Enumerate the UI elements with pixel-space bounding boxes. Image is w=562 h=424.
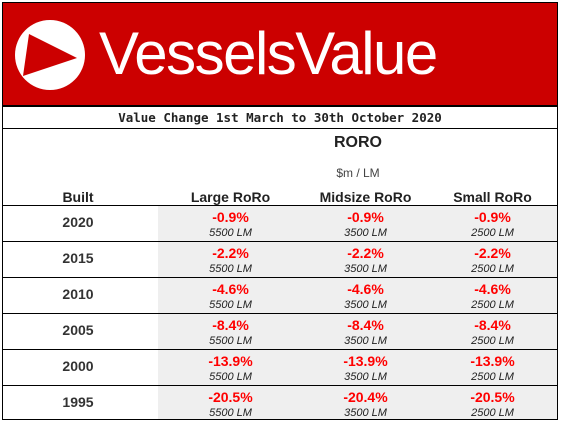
value-change: -4.6% xyxy=(347,281,384,297)
value-change: -2.2% xyxy=(474,245,511,261)
table-row: 2000 -13.9% 5500 LM -13.9% 3500 LM -13.9% 2500… xyxy=(3,349,557,385)
table-row: 2010 -4.6% 5500 LM -4.6% 3500 LM -4.6% 2500 LM xyxy=(3,277,557,313)
column-header-small: Small RoRo xyxy=(453,189,532,205)
value-change: -0.9% xyxy=(474,209,511,225)
column-header-midsize: Midsize RoRo xyxy=(319,189,412,205)
value-change: -2.2% xyxy=(347,245,384,261)
midsize-roro-cell: -13.9% 3500 LM xyxy=(303,353,428,384)
value-change: -13.9% xyxy=(208,353,253,369)
small-roro-cell: -4.6% 2500 LM xyxy=(428,281,557,312)
value-change: -8.4% xyxy=(212,317,249,333)
row-shading xyxy=(158,386,557,419)
lane-metres: 5500 LM xyxy=(209,227,252,239)
midsize-roro-cell: -0.9% 3500 LM xyxy=(303,209,428,240)
lane-metres: 5500 LM xyxy=(209,299,252,311)
built-year: 2020 xyxy=(62,214,94,230)
midsize-roro-cell: -2.2% 3500 LM xyxy=(303,245,428,276)
lane-metres: 2500 LM xyxy=(471,263,514,275)
built-year: 2000 xyxy=(62,358,94,374)
value-change: -0.9% xyxy=(347,209,384,225)
lane-metres: 3500 LM xyxy=(344,227,387,239)
logo-triangle xyxy=(23,34,77,76)
logo-mark xyxy=(23,34,77,76)
value-change: -20.4% xyxy=(343,389,388,405)
table-row: 1995 -20.5% 5500 LM -20.4% 3500 LM -20.5% 2500… xyxy=(3,385,557,419)
row-shading xyxy=(158,314,557,349)
value-change: -4.6% xyxy=(474,281,511,297)
row-shading xyxy=(158,278,557,313)
small-roro-cell: -20.5% 2500 LM xyxy=(428,389,557,420)
table-row: 2015 -2.2% 5500 LM -2.2% 3500 LM -2.2% 2500 LM xyxy=(3,241,557,277)
lane-metres: 3500 LM xyxy=(344,335,387,347)
small-roro-cell: -2.2% 2500 LM xyxy=(428,245,557,276)
built-year: 2015 xyxy=(62,250,94,266)
brand-name: VesselsValue xyxy=(99,20,438,87)
lane-metres: 3500 LM xyxy=(344,407,387,419)
lane-metres: 2500 LM xyxy=(471,335,514,347)
small-roro-cell: -13.9% 2500 LM xyxy=(428,353,557,384)
midsize-roro-cell: -4.6% 3500 LM xyxy=(303,281,428,312)
row-shading xyxy=(158,242,557,277)
report-subtitle: Value Change 1st March to 30th October 2… xyxy=(3,107,557,129)
large-roro-cell: -0.9% 5500 LM xyxy=(158,209,303,240)
small-roro-cell: -8.4% 2500 LM xyxy=(428,317,557,348)
large-roro-cell: -13.9% 5500 LM xyxy=(158,353,303,384)
large-roro-cell: -8.4% 5500 LM xyxy=(158,317,303,348)
row-shading xyxy=(158,350,557,385)
lane-metres: 5500 LM xyxy=(209,263,252,275)
lane-metres: 2500 LM xyxy=(471,227,514,239)
value-table: 2020 -0.9% 5500 LM -0.9% 3500 LM -0.9% 2500 LM… xyxy=(3,205,557,419)
midsize-roro-cell: -8.4% 3500 LM xyxy=(303,317,428,348)
lane-metres: 5500 LM xyxy=(209,407,252,419)
lane-metres: 2500 LM xyxy=(471,371,514,383)
lane-metres: 3500 LM xyxy=(344,263,387,275)
lane-metres: 2500 LM xyxy=(471,299,514,311)
large-roro-cell: -20.5% 5500 LM xyxy=(158,389,303,420)
value-change: -13.9% xyxy=(343,353,388,369)
large-roro-cell: -2.2% 5500 LM xyxy=(158,245,303,276)
lane-metres: 5500 LM xyxy=(209,371,252,383)
small-roro-cell: -0.9% 2500 LM xyxy=(428,209,557,240)
segment-unit: $m / LM xyxy=(336,166,380,180)
segment-type: RORO xyxy=(334,134,382,151)
value-change: -13.9% xyxy=(470,353,515,369)
triangle-play-icon xyxy=(15,20,85,90)
lane-metres: 3500 LM xyxy=(344,299,387,311)
value-change: -8.4% xyxy=(474,317,511,333)
value-change: -20.5% xyxy=(470,389,515,405)
built-year: 2010 xyxy=(62,286,94,302)
built-year: 1995 xyxy=(62,394,94,410)
lane-metres: 5500 LM xyxy=(209,335,252,347)
midsize-roro-cell: -20.4% 3500 LM xyxy=(303,389,428,420)
value-change: -2.2% xyxy=(212,245,249,261)
value-change: -4.6% xyxy=(212,281,249,297)
lane-metres: 2500 LM xyxy=(471,407,514,419)
column-header-built: Built xyxy=(62,189,94,205)
row-shading xyxy=(158,206,557,241)
column-header-large: Large RoRo xyxy=(190,189,271,205)
large-roro-cell: -4.6% 5500 LM xyxy=(158,281,303,312)
built-year: 2005 xyxy=(62,322,94,338)
report-frame: VesselsValue Value Change 1st March to 3… xyxy=(2,2,558,420)
brand-banner: VesselsValue xyxy=(3,3,557,107)
value-change: -20.5% xyxy=(208,389,253,405)
value-change: -8.4% xyxy=(347,317,384,333)
lane-metres: 3500 LM xyxy=(344,371,387,383)
table-row: 2020 -0.9% 5500 LM -0.9% 3500 LM -0.9% 2500 LM xyxy=(3,205,557,241)
value-change: -0.9% xyxy=(212,209,249,225)
table-row: 2005 -8.4% 5500 LM -8.4% 3500 LM -8.4% 2500 LM xyxy=(3,313,557,349)
